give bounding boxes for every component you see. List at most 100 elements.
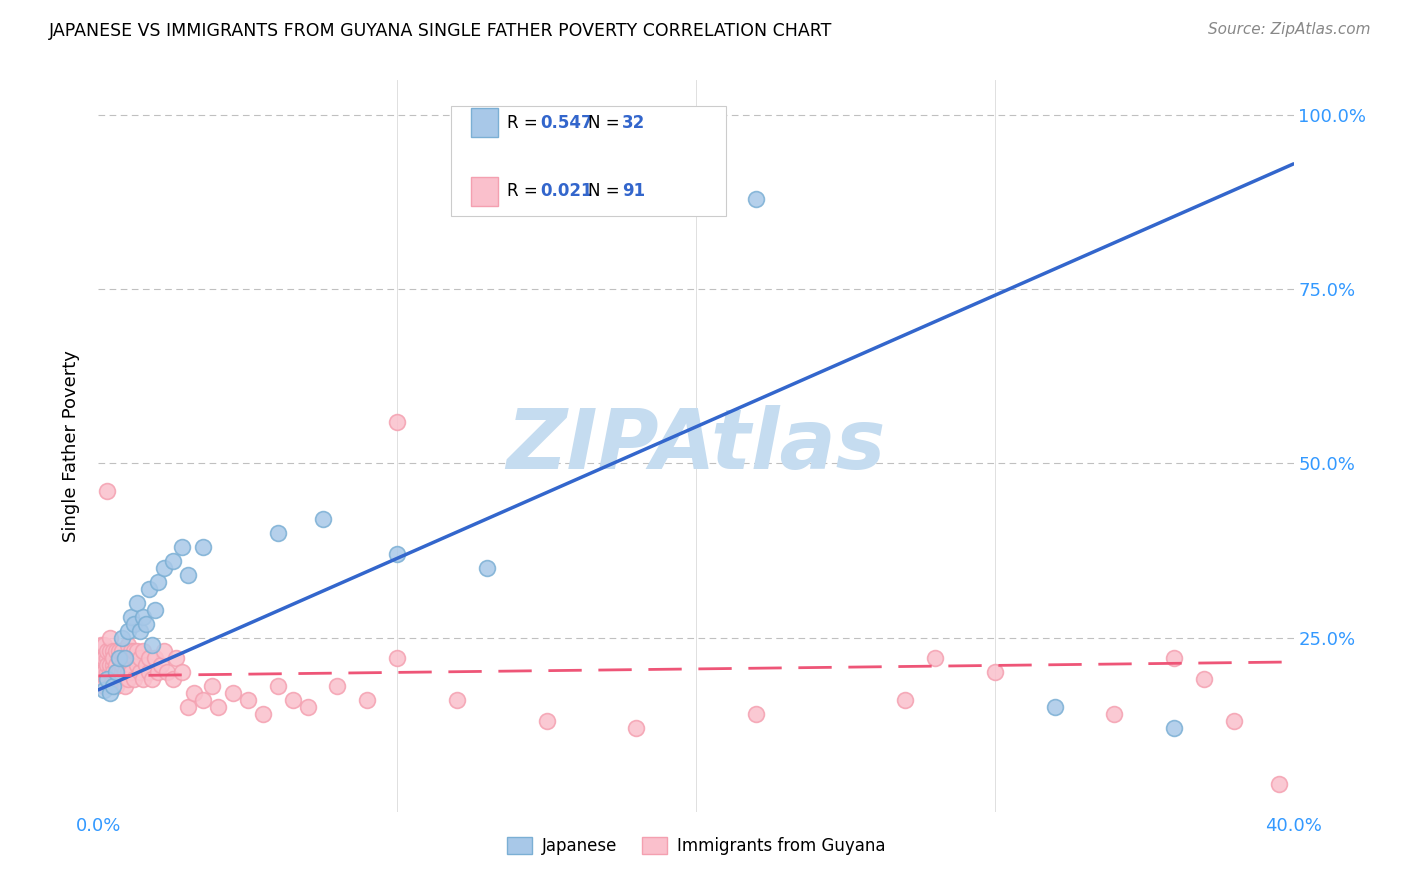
Point xyxy=(93,665,115,680)
Text: R =: R = xyxy=(508,113,543,132)
Point xyxy=(124,644,146,658)
Point xyxy=(124,651,146,665)
Point xyxy=(105,644,128,658)
Point xyxy=(191,540,214,554)
Point xyxy=(153,644,176,658)
Point xyxy=(385,651,409,665)
Point xyxy=(98,665,122,680)
Point xyxy=(236,693,259,707)
Point xyxy=(475,561,498,575)
Point xyxy=(281,693,304,707)
Point xyxy=(595,199,617,213)
Text: 0.547: 0.547 xyxy=(541,113,593,132)
Point xyxy=(114,665,136,680)
Text: ZIPAtlas: ZIPAtlas xyxy=(506,406,886,486)
Point xyxy=(108,651,131,665)
Point xyxy=(183,686,205,700)
Point xyxy=(96,673,118,687)
Point xyxy=(103,658,125,673)
Point xyxy=(132,644,155,658)
Point xyxy=(111,665,134,680)
Point xyxy=(127,658,149,673)
Point xyxy=(114,651,136,665)
Point xyxy=(103,679,125,693)
Point xyxy=(536,714,558,728)
Point xyxy=(124,616,146,631)
Point xyxy=(124,673,146,687)
Point xyxy=(222,686,245,700)
Point xyxy=(117,638,139,652)
Point xyxy=(96,673,118,687)
Point xyxy=(117,624,139,638)
Point xyxy=(117,665,139,680)
Point xyxy=(127,596,149,610)
Point xyxy=(135,658,157,673)
Point xyxy=(201,679,224,693)
Point xyxy=(207,700,229,714)
Point xyxy=(132,673,155,687)
Point xyxy=(1192,673,1215,687)
Point xyxy=(297,700,319,714)
Point xyxy=(120,658,142,673)
Point xyxy=(1223,714,1246,728)
Point xyxy=(162,554,184,568)
Point xyxy=(120,665,142,680)
Point xyxy=(90,665,112,680)
Point xyxy=(148,574,170,589)
Point xyxy=(108,651,131,665)
Point xyxy=(98,658,122,673)
Text: R =: R = xyxy=(508,183,543,201)
Point xyxy=(141,638,163,652)
Point xyxy=(326,679,349,693)
Point xyxy=(90,651,112,665)
Text: JAPANESE VS IMMIGRANTS FROM GUYANA SINGLE FATHER POVERTY CORRELATION CHART: JAPANESE VS IMMIGRANTS FROM GUYANA SINGL… xyxy=(49,22,832,40)
Point xyxy=(96,484,118,499)
Point xyxy=(117,673,139,687)
Point xyxy=(120,644,142,658)
Point xyxy=(103,651,125,665)
Point xyxy=(924,651,946,665)
FancyBboxPatch shape xyxy=(471,108,498,137)
Point xyxy=(267,679,290,693)
Point xyxy=(1104,707,1126,722)
Point xyxy=(103,665,125,680)
Point xyxy=(105,658,128,673)
Point xyxy=(96,644,118,658)
Point xyxy=(153,561,176,575)
Point xyxy=(103,673,125,687)
Point xyxy=(150,658,173,673)
Point xyxy=(1043,700,1066,714)
Point xyxy=(108,673,131,687)
Text: 0.021: 0.021 xyxy=(541,183,593,201)
Point xyxy=(96,665,118,680)
Point xyxy=(177,700,200,714)
Point xyxy=(111,673,134,687)
Point xyxy=(98,679,122,693)
Point xyxy=(1163,651,1185,665)
Text: Source: ZipAtlas.com: Source: ZipAtlas.com xyxy=(1208,22,1371,37)
Point xyxy=(162,673,184,687)
Point xyxy=(98,686,122,700)
Text: 91: 91 xyxy=(621,183,645,201)
Point xyxy=(143,603,166,617)
Point xyxy=(984,665,1007,680)
Point xyxy=(129,651,152,665)
Point xyxy=(138,651,160,665)
Point xyxy=(172,540,194,554)
Point xyxy=(103,644,125,658)
Point xyxy=(114,679,136,693)
Point xyxy=(111,644,134,658)
Point xyxy=(105,673,128,687)
Point xyxy=(93,682,115,697)
Point xyxy=(105,679,128,693)
Point xyxy=(132,609,155,624)
Point xyxy=(117,651,139,665)
Point xyxy=(120,609,142,624)
Point xyxy=(311,512,333,526)
Text: N =: N = xyxy=(589,113,626,132)
Point xyxy=(93,638,115,652)
Point xyxy=(108,644,131,658)
Point xyxy=(108,665,131,680)
Point xyxy=(127,644,149,658)
Point xyxy=(93,651,115,665)
